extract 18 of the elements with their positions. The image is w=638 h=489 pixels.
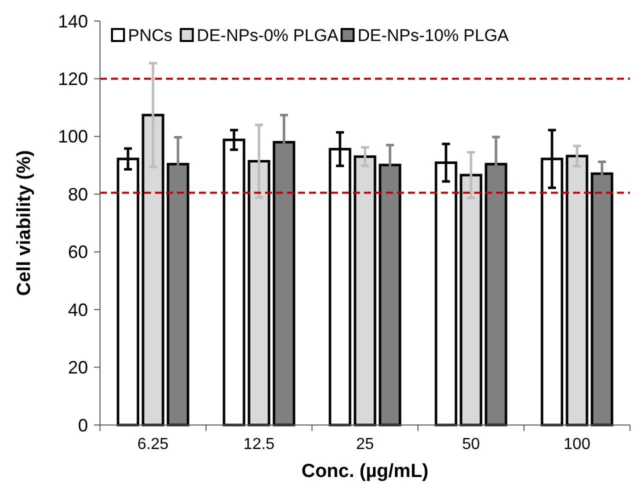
x-tick-label: 50	[462, 436, 480, 453]
legend-label: PNCs	[128, 26, 172, 45]
x-tick-label: 12.5	[243, 436, 275, 453]
x-tick-label: 100	[564, 436, 590, 453]
legend-label: DE-NPs-0% PLGA	[196, 26, 340, 45]
y-tick-label: 20	[68, 358, 88, 378]
x-axis-title: Conc. (µg/mL)	[301, 461, 429, 482]
y-tick-label: 120	[58, 69, 88, 90]
y-tick-label: 40	[68, 300, 88, 320]
legend-label: DE-NPs-10% PLGA	[358, 26, 510, 45]
x-tick-label: 6.25	[137, 436, 169, 453]
y-axis-title: Cell viability (%)	[14, 150, 35, 296]
y-tick-label: 100	[58, 126, 88, 147]
y-tick-label: 60	[68, 242, 88, 262]
y-tick-label: 140	[58, 11, 88, 32]
y-tick-label: 0	[78, 415, 88, 436]
x-tick-label: 25	[356, 436, 374, 453]
y-tick-label: 80	[68, 184, 88, 204]
